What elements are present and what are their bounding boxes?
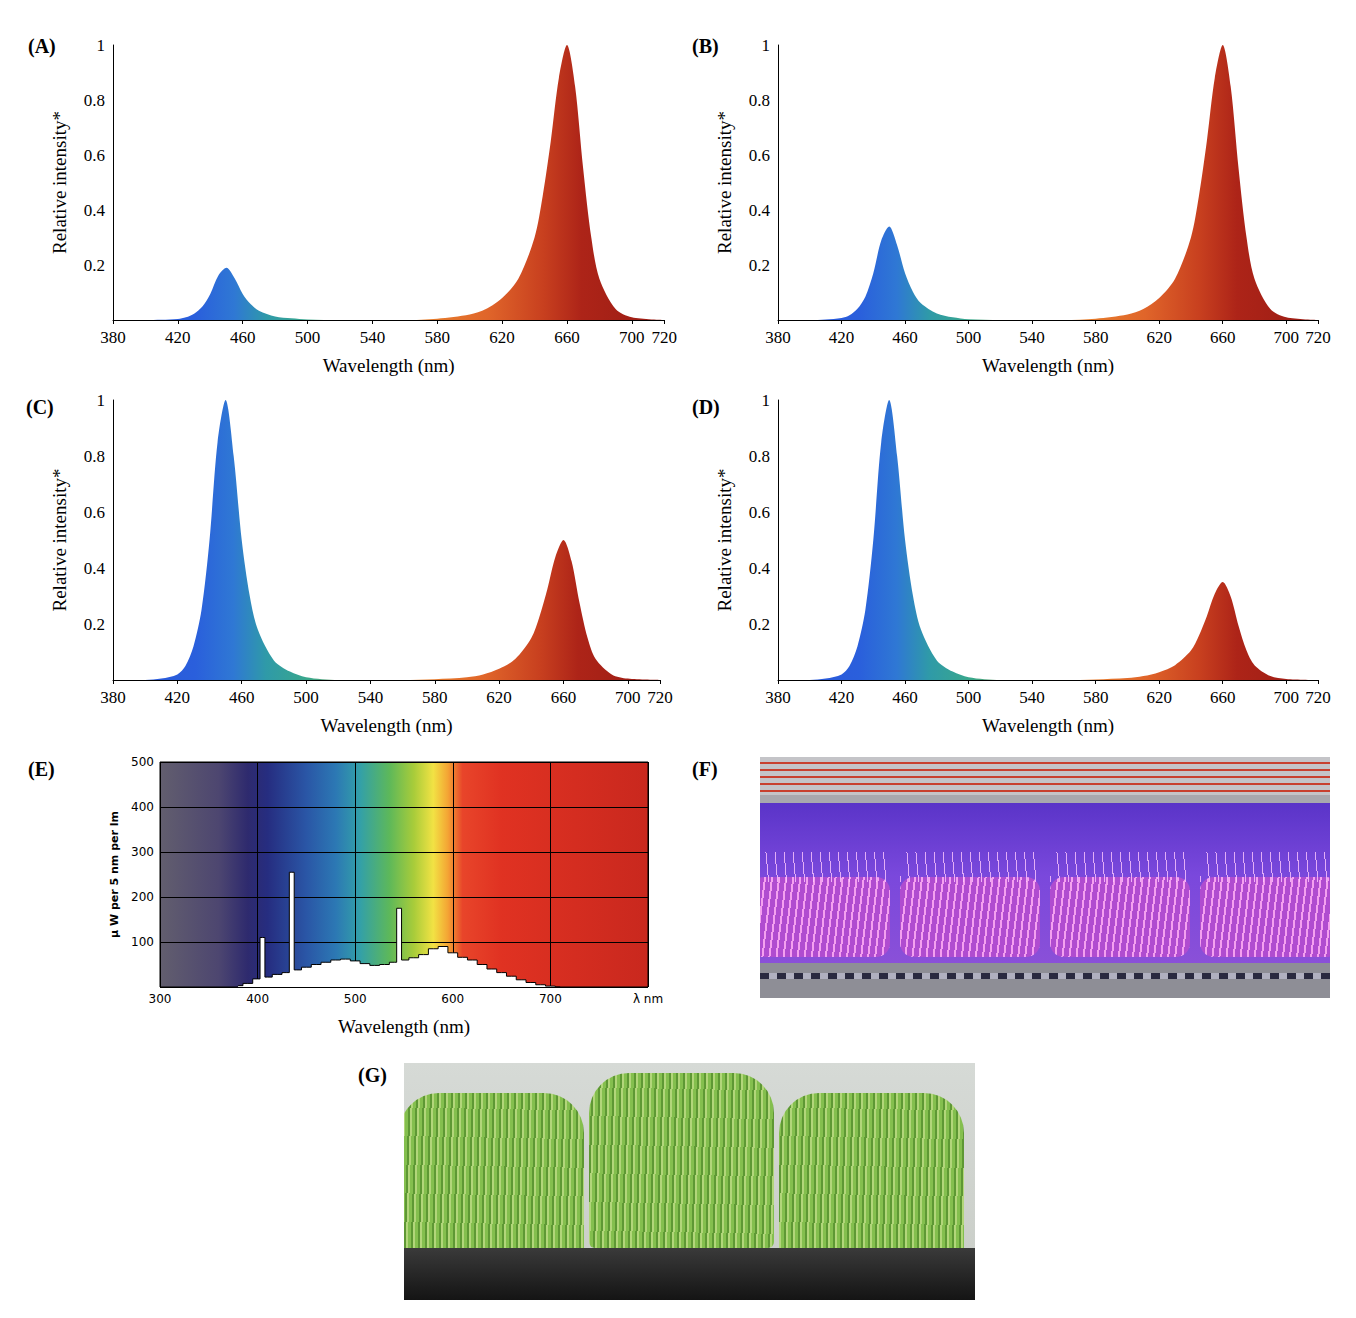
- svg-text:700: 700: [539, 992, 562, 1006]
- html-text:(C): (C): [26, 396, 54, 418]
- svg-text:1: 1: [762, 391, 771, 410]
- svg-text:0.8: 0.8: [749, 447, 770, 466]
- svg-text:380: 380: [100, 328, 126, 347]
- svg-text:Relative intensity*: Relative intensity*: [49, 468, 70, 611]
- svg-text:580: 580: [422, 688, 448, 707]
- svg-text:0.8: 0.8: [84, 447, 105, 466]
- svg-text:660: 660: [1210, 688, 1236, 707]
- svg-text:540: 540: [360, 328, 386, 347]
- svg-text:Relative intensity*: Relative intensity*: [714, 111, 735, 254]
- svg-text:380: 380: [100, 688, 126, 707]
- svg-text:540: 540: [1019, 328, 1045, 347]
- svg-text:Wavelength (nm): Wavelength (nm): [338, 1016, 470, 1038]
- svg-text:0.6: 0.6: [749, 146, 770, 165]
- svg-text:500: 500: [295, 328, 321, 347]
- svg-text:0.6: 0.6: [84, 146, 105, 165]
- svg-text:460: 460: [892, 688, 918, 707]
- svg-text:720: 720: [1305, 328, 1331, 347]
- svg-text:1: 1: [762, 36, 771, 55]
- svg-text:600: 600: [441, 992, 464, 1006]
- svg-text:0.4: 0.4: [84, 559, 106, 578]
- svg-text:500: 500: [956, 688, 982, 707]
- svg-text:460: 460: [892, 328, 918, 347]
- svg-text:1: 1: [97, 391, 106, 410]
- svg-text:500: 500: [344, 992, 367, 1006]
- svg-text:620: 620: [486, 688, 512, 707]
- svg-text:400: 400: [246, 992, 269, 1006]
- svg-text:Wavelength (nm): Wavelength (nm): [982, 355, 1114, 377]
- svg-text:λ nm: λ nm: [633, 992, 663, 1006]
- svg-text:Wavelength (nm): Wavelength (nm): [321, 715, 453, 737]
- svg-text:700: 700: [619, 328, 645, 347]
- svg-text:420: 420: [829, 328, 855, 347]
- svg-text:1: 1: [97, 36, 106, 55]
- svg-text:400: 400: [131, 800, 154, 814]
- svg-text:0.6: 0.6: [749, 503, 770, 522]
- svg-text:380: 380: [765, 688, 791, 707]
- svg-text:0.6: 0.6: [84, 503, 105, 522]
- svg-text:720: 720: [652, 328, 678, 347]
- svg-text:μ W per 5 nm per lm: μ W per 5 nm per lm: [108, 811, 121, 938]
- svg-text:300: 300: [131, 845, 154, 859]
- svg-text:700: 700: [1273, 688, 1299, 707]
- svg-text:0.2: 0.2: [84, 615, 105, 634]
- html-text:(A): (A): [28, 35, 56, 57]
- svg-text:620: 620: [1146, 328, 1172, 347]
- svg-text:660: 660: [551, 688, 577, 707]
- svg-text:540: 540: [1019, 688, 1045, 707]
- svg-text:380: 380: [765, 328, 791, 347]
- svg-text:420: 420: [829, 688, 855, 707]
- svg-text:0.2: 0.2: [749, 615, 770, 634]
- svg-text:200: 200: [131, 890, 154, 904]
- svg-text:580: 580: [1083, 328, 1109, 347]
- svg-text:500: 500: [131, 755, 154, 769]
- svg-text:620: 620: [1146, 688, 1172, 707]
- svg-text:500: 500: [956, 328, 982, 347]
- html-text:(F): (F): [692, 758, 718, 780]
- svg-text:0.8: 0.8: [84, 91, 105, 110]
- svg-text:620: 620: [489, 328, 515, 347]
- svg-text:300: 300: [149, 992, 172, 1006]
- svg-text:Relative intensity*: Relative intensity*: [49, 111, 70, 254]
- svg-text:460: 460: [230, 328, 256, 347]
- svg-text:0.4: 0.4: [749, 201, 771, 220]
- svg-text:0.4: 0.4: [84, 201, 106, 220]
- svg-text:420: 420: [165, 688, 191, 707]
- svg-text:100: 100: [131, 935, 154, 949]
- svg-text:720: 720: [647, 688, 673, 707]
- svg-text:580: 580: [1083, 688, 1109, 707]
- svg-text:580: 580: [425, 328, 451, 347]
- svg-text:0.2: 0.2: [84, 256, 105, 275]
- svg-text:420: 420: [165, 328, 191, 347]
- svg-text:700: 700: [615, 688, 641, 707]
- svg-text:720: 720: [1305, 688, 1331, 707]
- svg-text:Relative intensity*: Relative intensity*: [714, 468, 735, 611]
- svg-text:0.4: 0.4: [749, 559, 771, 578]
- svg-text:660: 660: [1210, 328, 1236, 347]
- svg-text:540: 540: [358, 688, 384, 707]
- svg-text:460: 460: [229, 688, 255, 707]
- svg-text:0.8: 0.8: [749, 91, 770, 110]
- svg-text:700: 700: [1273, 328, 1299, 347]
- html-text:(E): (E): [28, 758, 55, 780]
- html-text:(D): (D): [692, 396, 720, 418]
- svg-text:660: 660: [554, 328, 580, 347]
- svg-text:Wavelength (nm): Wavelength (nm): [323, 355, 455, 377]
- svg-text:500: 500: [293, 688, 319, 707]
- html-text:(B): (B): [692, 35, 719, 57]
- svg-text:Wavelength (nm): Wavelength (nm): [982, 715, 1114, 737]
- svg-text:0.2: 0.2: [749, 256, 770, 275]
- html-text:(G): (G): [358, 1064, 387, 1086]
